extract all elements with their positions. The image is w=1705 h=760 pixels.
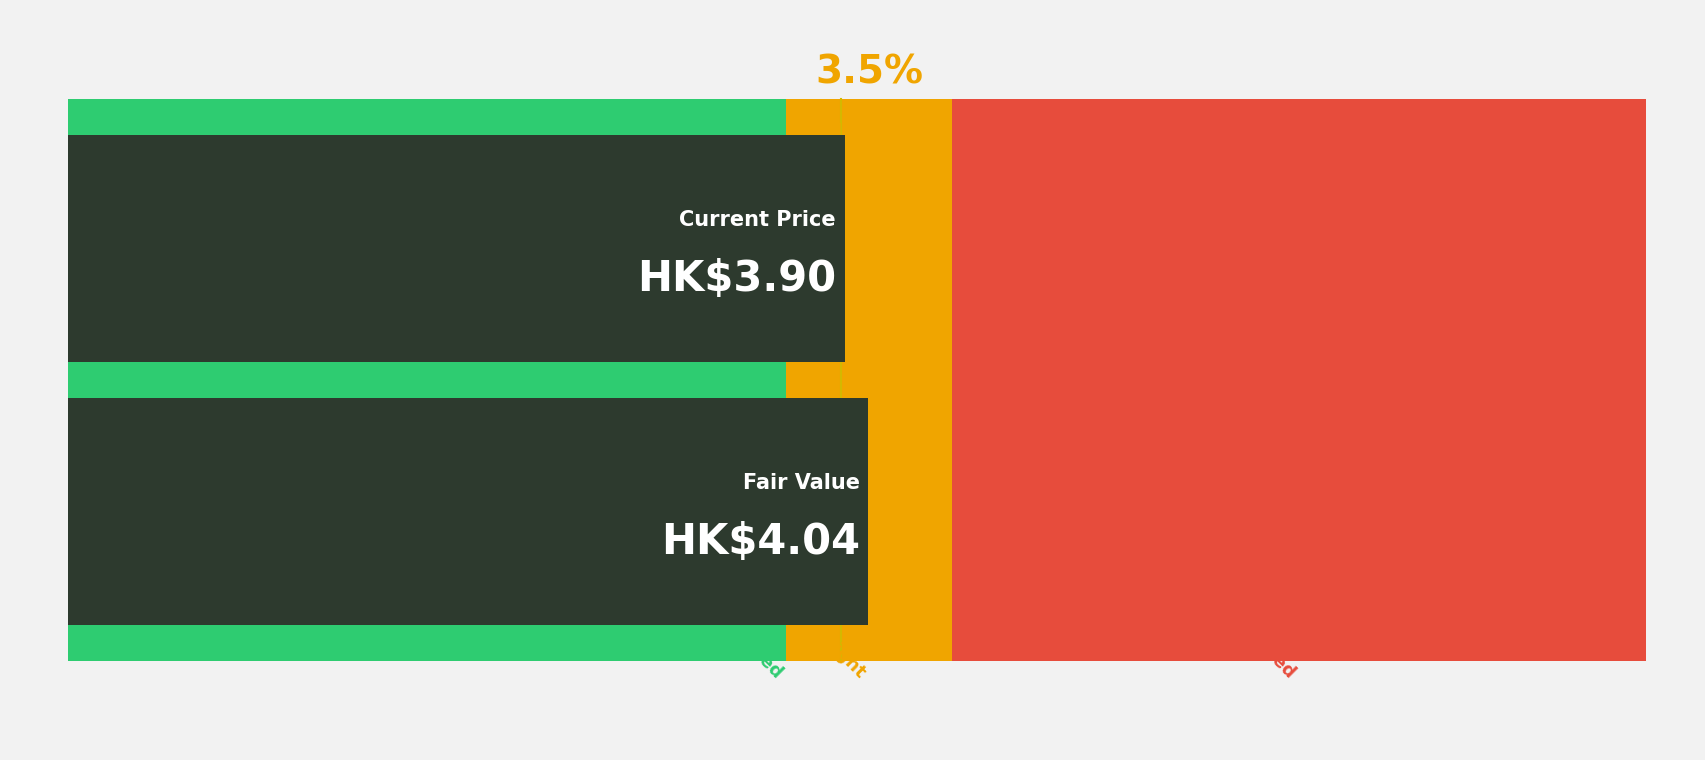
Text: Fair Value: Fair Value <box>742 473 859 492</box>
Bar <box>68 398 868 625</box>
Text: 20% Undervalued: 20% Undervalued <box>648 543 786 682</box>
Bar <box>68 99 786 661</box>
Text: Current Price: Current Price <box>679 210 835 230</box>
Text: HK$4.04: HK$4.04 <box>660 521 859 563</box>
Text: HK$3.90: HK$3.90 <box>636 258 835 300</box>
Text: 20% Overvalued: 20% Overvalued <box>1170 552 1299 682</box>
Text: Undervalued: Undervalued <box>798 123 939 143</box>
Text: 3.5%: 3.5% <box>815 53 922 91</box>
Bar <box>68 135 844 362</box>
Bar <box>951 99 1645 661</box>
Bar <box>786 99 951 661</box>
Text: About Right: About Right <box>771 584 868 682</box>
